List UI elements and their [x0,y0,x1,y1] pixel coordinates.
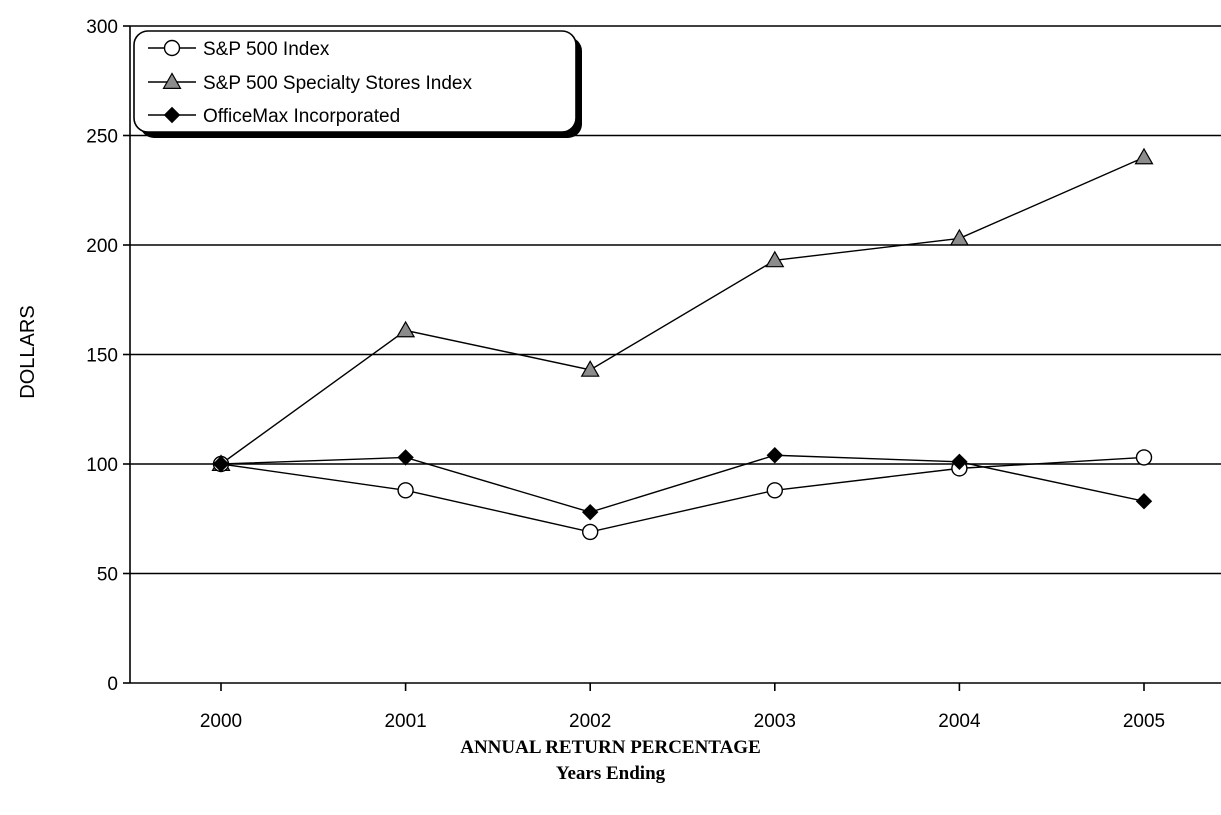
x-axis-subtitle: Years Ending [555,763,666,784]
y-tick-label-250: 250 [86,127,118,148]
legend-label-black-diamond: OfficeMax Incorporated [203,106,400,127]
y-tick-label-0: 0 [107,674,118,695]
legend-marker-open-circle [163,39,181,57]
x-axis-label: ANNUAL RETURN PERCENTAGE [460,737,761,758]
legend: S&P 500 Index S&P 500 Specialty Stores In… [133,30,582,138]
series-line-black-diamond [220,454,1145,513]
x-tick-label-2003: 2003 [754,711,796,732]
x-tick-labels: 2000 2001 2002 2003 2004 2005 [200,683,1165,732]
y-tick-label-200: 200 [86,236,118,257]
legend-box [133,30,577,133]
point-black-diamond-2005 [1135,493,1153,510]
series-line-open-circle [220,456,1145,533]
point-black-diamond-2004 [951,453,968,471]
y-tick-label-300: 300 [86,17,118,38]
point-open-circle-2005 [1135,449,1153,466]
series-black-diamond [212,447,1153,521]
y-axis-label: DOLLARS [17,305,39,398]
series-group [211,147,1154,541]
point-gray-triangle-2005 [1134,147,1154,165]
x-tick-label-2004: 2004 [938,711,981,732]
point-gray-triangle-2003 [765,250,785,268]
y-tick-label-100: 100 [86,455,118,476]
series-line-gray-triangle [220,156,1145,465]
legend-label-open-circle: S&P 500 Index [203,39,330,60]
series-gray-triangle [211,147,1154,471]
point-gray-triangle-2002 [580,360,600,377]
point-black-diamond-2000 [212,455,230,473]
point-open-circle-2003 [766,482,783,499]
x-tick-label-2005: 2005 [1123,711,1165,732]
y-tick-label-50: 50 [97,565,118,586]
x-tick-label-2002: 2002 [569,711,611,732]
point-open-circle-2002 [582,523,599,541]
legend-label-gray-triangle: S&P 500 Specialty Stores Index [203,73,472,94]
point-black-diamond-2003 [766,447,784,464]
point-gray-triangle-2001 [396,320,416,338]
point-open-circle-2001 [397,482,414,499]
point-black-diamond-2001 [397,449,414,466]
x-tick-label-2001: 2001 [384,711,426,732]
legend-marker-black-diamond [163,106,181,124]
x-tick-label-2000: 2000 [200,711,242,732]
y-tick-label-150: 150 [86,346,118,367]
legend-marker-gray-triangle [162,72,182,89]
y-tick-labels: 0 50 100 150 200 250 300 [86,17,130,695]
point-black-diamond-2002 [581,503,599,521]
point-gray-triangle-2004 [949,228,969,246]
